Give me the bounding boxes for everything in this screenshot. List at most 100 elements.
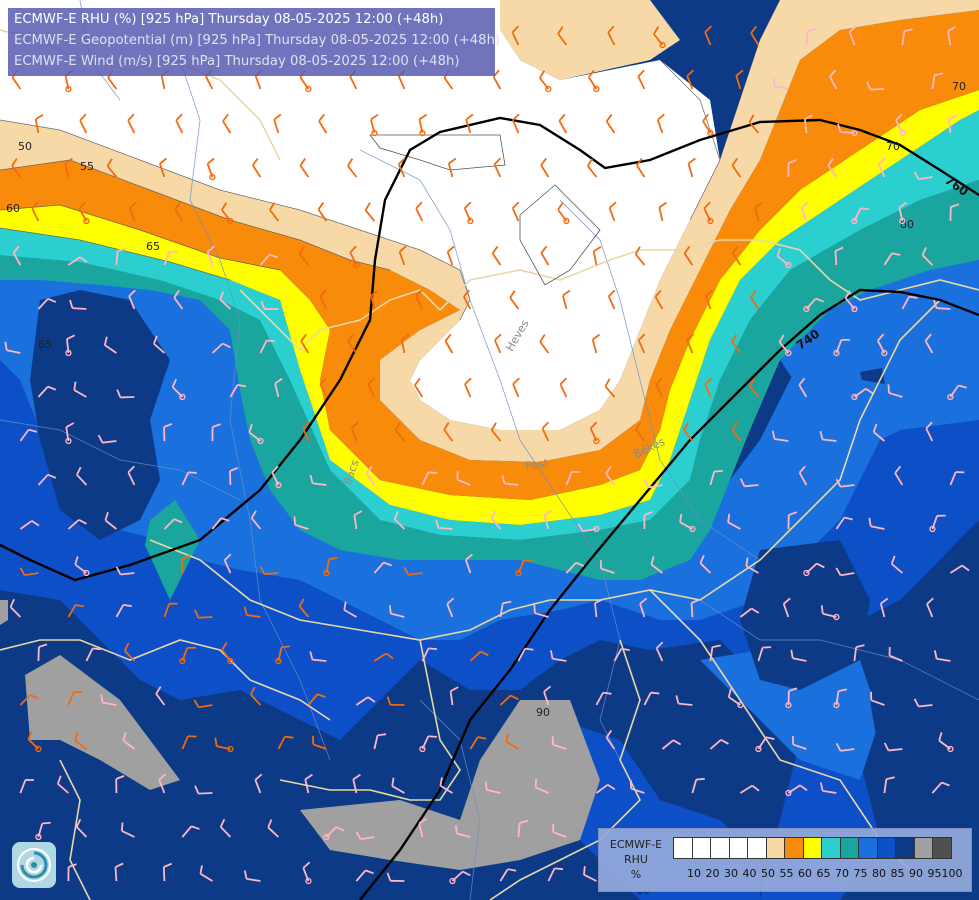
- wind-barb: [56, 775, 69, 794]
- wind-barb: [782, 597, 791, 618]
- wind-barb: [398, 245, 407, 266]
- wind-barb: [394, 422, 406, 442]
- rhu-label-70a: 70: [952, 80, 966, 93]
- wind-barb: [605, 466, 616, 486]
- wind-barb: [739, 478, 759, 488]
- wind-barb: [206, 157, 216, 181]
- wind-barb: [727, 513, 741, 530]
- wind-barb: [446, 597, 455, 618]
- wind-barb: [299, 157, 310, 178]
- wind-barb: [834, 246, 844, 266]
- wind-barb: [557, 202, 570, 225]
- wind-barb: [803, 297, 825, 313]
- wind-barb: [393, 510, 406, 530]
- wind-barb: [866, 81, 885, 91]
- wind-barb: [639, 597, 648, 618]
- wind-barb: [79, 113, 88, 134]
- wind-barb: [386, 696, 405, 706]
- wind-barb: [67, 863, 77, 882]
- place-pest: Pest: [524, 456, 550, 473]
- wind-barb: [805, 27, 817, 46]
- wind-barb: [304, 773, 313, 794]
- wind-barb: [163, 518, 183, 530]
- wind-barb: [709, 644, 721, 662]
- wind-barb: [106, 158, 118, 178]
- wind-barb: [400, 334, 410, 354]
- wind-barb: [103, 336, 117, 354]
- wind-barb: [277, 735, 294, 750]
- wind-barb: [19, 694, 39, 706]
- wind-barb: [366, 465, 376, 486]
- wind-barb: [877, 157, 886, 178]
- wind-barb: [703, 201, 714, 225]
- wind-barb: [929, 514, 946, 533]
- legend-swatches: [673, 837, 952, 859]
- wind-barb: [595, 783, 616, 794]
- wind-barb: [599, 560, 615, 574]
- wind-barb: [731, 422, 742, 442]
- wind-barb: [388, 605, 405, 618]
- legend-tick: 60: [798, 867, 812, 880]
- wind-barb: [938, 732, 954, 753]
- legend-swatch: [802, 837, 822, 859]
- legend-ticks: 10 20 30 40 50 55 60 65 70 75 80 85 90 95 100: [673, 867, 963, 880]
- wind-barb: [415, 289, 424, 310]
- wind-barb: [194, 609, 213, 619]
- wind-barb: [947, 26, 956, 46]
- legend-swatch: [895, 837, 915, 859]
- legend-swatch: [821, 837, 841, 859]
- wind-barb: [853, 644, 865, 662]
- wind-barb: [925, 421, 934, 442]
- rhu-label-70b: 70: [886, 140, 900, 153]
- wind-barb: [949, 471, 965, 486]
- wind-barb: [787, 511, 798, 530]
- rhu-label-55: 55: [80, 160, 94, 173]
- wind-barb: [835, 742, 855, 752]
- legend-tick: 40: [742, 867, 757, 880]
- wind-barb: [552, 823, 567, 838]
- wind-barb: [302, 861, 312, 885]
- wind-barb: [539, 334, 550, 354]
- wind-barb: [252, 157, 262, 178]
- wind-barb: [661, 739, 682, 750]
- wind-barb: [494, 333, 502, 354]
- wind-barb: [75, 818, 88, 838]
- wind-barb: [464, 553, 473, 574]
- wind-barb: [785, 687, 798, 709]
- wind-barb: [705, 289, 714, 310]
- wind-barb: [221, 202, 234, 225]
- wind-barb: [750, 25, 760, 46]
- wind-barb: [447, 157, 457, 178]
- wind-barb: [872, 423, 885, 442]
- wind-barb: [949, 564, 970, 574]
- wind-barb: [124, 642, 136, 662]
- wind-barb: [926, 597, 934, 618]
- legend-swatch: [673, 837, 693, 859]
- legend-tick: 90: [909, 867, 923, 880]
- wind-barb: [73, 381, 87, 398]
- wind-barb: [613, 647, 630, 662]
- wind-barb: [179, 646, 196, 665]
- wind-barb: [211, 517, 230, 530]
- wind-barb: [679, 513, 696, 533]
- wind-barb: [637, 69, 646, 90]
- wind-barb: [704, 25, 712, 46]
- wind-barb: [683, 422, 694, 442]
- wind-barb: [517, 647, 534, 662]
- wind-barb: [686, 69, 695, 90]
- wind-barb: [446, 245, 455, 266]
- wind-barb: [418, 113, 428, 137]
- wind-barb: [877, 333, 888, 357]
- wind-barb: [323, 826, 345, 841]
- rhu-band-75c: [700, 650, 880, 780]
- wind-barb: [835, 567, 855, 577]
- wind-barb: [499, 868, 517, 882]
- wind-barb: [181, 471, 197, 486]
- wind-barb: [353, 510, 363, 530]
- wind-barb: [307, 693, 326, 706]
- legend-swatch: [784, 837, 804, 859]
- wind-barb: [591, 333, 601, 354]
- wind-barb: [837, 123, 858, 137]
- wind-barb: [69, 299, 87, 310]
- wind-barb: [397, 157, 406, 178]
